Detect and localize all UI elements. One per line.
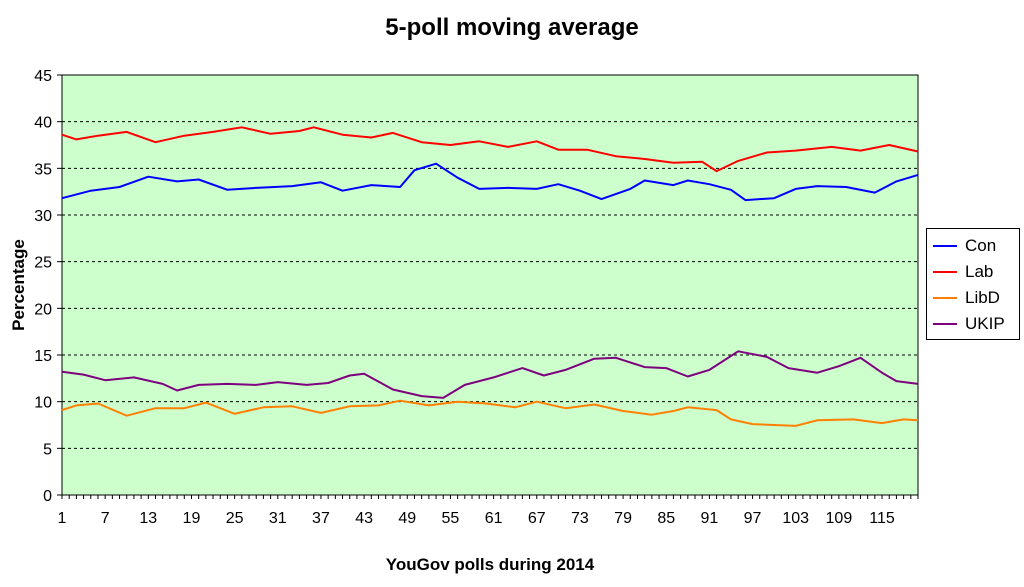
x-tick-label: 103 — [782, 510, 809, 527]
y-tick-label: 35 — [34, 161, 52, 178]
x-tick-label: 61 — [485, 510, 503, 527]
gridlines — [62, 121, 918, 449]
x-tick-label: 25 — [226, 510, 244, 527]
x-tick-label: 115 — [869, 510, 895, 527]
x-tick-label: 49 — [398, 510, 416, 527]
legend: Con Lab LibD UKIP — [926, 228, 1020, 340]
x-tick-label: 37 — [312, 510, 330, 527]
y-tick-label: 5 — [43, 441, 52, 458]
x-tick-label: 13 — [139, 510, 157, 527]
legend-swatch-con — [933, 245, 957, 247]
y-tick-label: 15 — [34, 348, 52, 365]
series-line-lab — [61, 126, 919, 173]
legend-swatch-ukip — [933, 323, 957, 325]
x-tick-label: 73 — [571, 510, 589, 527]
x-tick-label: 1 — [58, 510, 67, 527]
legend-label-lab: Lab — [965, 262, 994, 281]
legend-item-lab: Lab — [927, 259, 1019, 285]
legend-label-con: Con — [965, 236, 997, 255]
y-tick-label: 20 — [34, 301, 52, 318]
axes: 0 5 10 15 20 25 30 35 40 45 1 7 13 19 25 31 37 43 49 55 61 67… — [34, 68, 919, 527]
legend-label-ukip: UKIP — [965, 314, 1005, 333]
y-tick-label: 40 — [34, 115, 52, 132]
x-tick-label: 43 — [355, 510, 373, 527]
legend-swatch-libd — [933, 297, 957, 299]
y-tick-label: 45 — [34, 68, 52, 85]
legend-item-con: Con — [927, 233, 1019, 259]
plot-area — [61, 74, 919, 496]
series-line-libd — [61, 399, 919, 427]
legend-item-libd: LibD — [927, 285, 1019, 311]
x-axis-title: YouGov polls during 2014 — [385, 555, 595, 574]
legend-item-ukip: UKIP — [927, 311, 1019, 337]
series-lines — [61, 126, 919, 427]
y-tick-label: 10 — [34, 395, 52, 412]
series-line-ukip — [61, 350, 919, 399]
y-axis-title: Percentage — [9, 239, 28, 331]
x-tick-label: 109 — [826, 510, 853, 527]
y-tick-label: 0 — [43, 488, 52, 505]
x-tick-label: 85 — [657, 510, 675, 527]
x-tick-label: 79 — [614, 510, 632, 527]
x-tick-label: 31 — [269, 510, 287, 527]
x-tick-label: 91 — [700, 510, 718, 527]
y-tick-label: 30 — [34, 208, 52, 225]
x-tick-label: 19 — [183, 510, 201, 527]
x-tick-label: 67 — [528, 510, 546, 527]
series-line-con — [61, 162, 919, 202]
x-tick-label: 55 — [442, 510, 460, 527]
chart-title: 5-poll moving average — [385, 14, 639, 41]
x-tick-label: 7 — [101, 510, 110, 527]
y-tick-label: 25 — [34, 255, 52, 272]
legend-swatch-lab — [933, 271, 957, 273]
legend-label-libd: LibD — [965, 288, 1000, 307]
x-tick-label: 97 — [744, 510, 762, 527]
